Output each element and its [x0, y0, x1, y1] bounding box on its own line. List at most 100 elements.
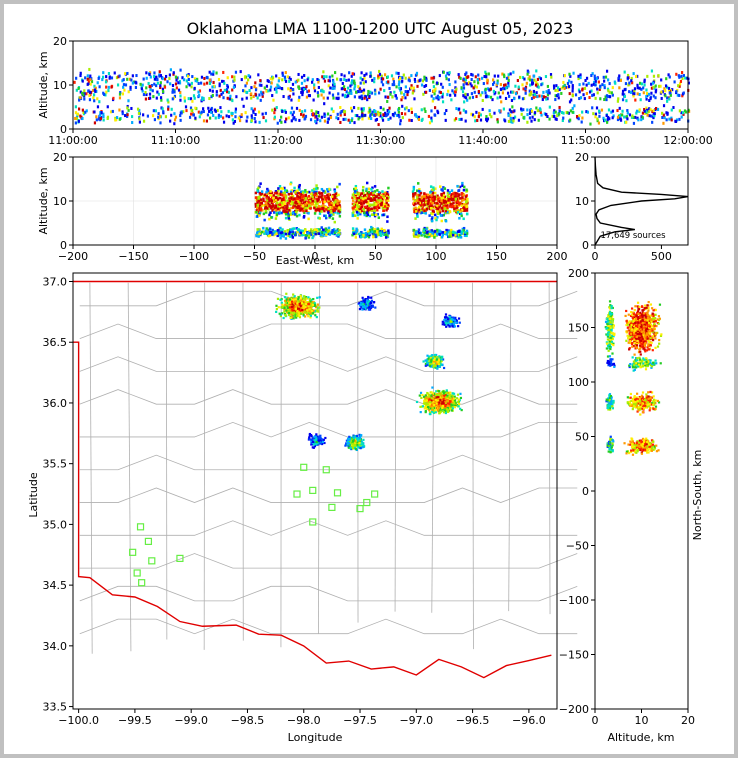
time-altitude-source: [250, 118, 253, 122]
time-altitude-source: [529, 83, 532, 87]
east-west-source: [357, 197, 360, 201]
time-altitude-source: [187, 97, 190, 101]
time-altitude-source: [241, 97, 244, 101]
east-west-source: [255, 234, 258, 238]
time-altitude-source: [226, 83, 229, 87]
east-west-source: [308, 190, 311, 194]
time-altitude-source: [129, 87, 132, 91]
time-altitude-source: [107, 89, 110, 93]
east-west-source: [330, 203, 333, 207]
east-west-source: [313, 206, 316, 210]
time-altitude-source: [307, 89, 311, 93]
time-altitude-source: [428, 121, 432, 125]
time-altitude-source: [375, 112, 379, 116]
east-west-source: [315, 192, 319, 195]
time-altitude-source: [502, 83, 506, 87]
time-altitude-source: [383, 89, 386, 93]
time-altitude-source: [478, 77, 481, 81]
time-altitude-source: [491, 82, 495, 86]
east-west-source: [442, 213, 446, 217]
time-altitude-source: [499, 83, 502, 87]
east-west-source: [450, 189, 454, 192]
east-west-source: [314, 232, 317, 236]
time-altitude-source: [265, 89, 268, 93]
east-west-source: [322, 204, 325, 208]
time-altitude-source: [235, 95, 238, 99]
time-altitude-source: [577, 77, 580, 81]
time-altitude-source: [582, 82, 585, 86]
time-altitude-source: [485, 115, 488, 119]
plan-view-source: [318, 296, 321, 299]
time-altitude-source: [414, 80, 417, 84]
time-altitude-source: [282, 95, 285, 99]
figure-title: Oklahoma LMA 1100-1200 UTC August 05, 20…: [187, 19, 574, 38]
east-west-source: [431, 233, 435, 237]
time-altitude-source: [544, 75, 548, 79]
time-altitude-source: [341, 93, 344, 97]
east-west-source: [440, 202, 443, 205]
time-altitude-source: [82, 110, 85, 114]
plan-view-source: [437, 365, 440, 368]
east-west-source: [354, 231, 357, 235]
time-altitude-source: [571, 106, 574, 110]
east-west-source: [444, 209, 447, 213]
east-west-source: [464, 195, 468, 198]
east-west-source: [429, 230, 432, 234]
east-west-source: [355, 229, 359, 233]
time-altitude-source: [336, 97, 340, 101]
time-altitude-source: [490, 115, 493, 119]
time-altitude-source: [492, 89, 495, 93]
time-altitude-source: [450, 98, 453, 102]
time-altitude-source: [250, 107, 253, 111]
time-altitude-source: [401, 76, 404, 80]
time-altitude-source: [593, 74, 596, 78]
time-altitude-source: [380, 74, 383, 78]
time-altitude-source: [150, 84, 153, 88]
time-altitude-source: [81, 108, 84, 112]
time-altitude-source: [199, 81, 203, 85]
time-altitude-source: [632, 94, 635, 98]
time-altitude-source: [470, 77, 473, 81]
time-altitude-source: [361, 114, 364, 118]
time-altitude-source: [606, 87, 610, 91]
plan-view-source: [293, 295, 296, 298]
time-altitude-source: [365, 72, 368, 76]
east-west-source: [334, 207, 337, 211]
time-altitude-source: [669, 93, 672, 97]
east-west-source: [323, 209, 326, 213]
time-altitude-source: [89, 78, 92, 82]
time-altitude-source: [578, 114, 581, 118]
time-altitude-source: [322, 70, 325, 74]
east-west-source: [365, 200, 368, 204]
time-altitude-source: [489, 87, 492, 91]
time-altitude-source: [252, 94, 255, 98]
time-altitude-source: [680, 71, 684, 75]
east-west-source: [416, 199, 419, 202]
east-west-source: [360, 192, 363, 195]
east-west-source: [370, 225, 373, 229]
plan-view-source: [373, 301, 376, 304]
plan-view-source: [442, 366, 446, 370]
east-west-source: [292, 204, 295, 207]
time-altitude-source: [619, 117, 622, 121]
east-west-source: [418, 231, 421, 235]
plan-view-source: [433, 358, 436, 362]
time-altitude-source: [79, 71, 82, 75]
time-altitude-source: [172, 71, 175, 75]
east-west-source: [263, 207, 267, 210]
time-altitude-source: [560, 91, 563, 95]
time-altitude-source: [464, 110, 467, 114]
time-altitude-source: [323, 79, 327, 83]
east-west-source: [300, 195, 304, 199]
east-west-source: [367, 194, 371, 198]
east-west-source: [423, 231, 426, 234]
east-west-source: [336, 202, 339, 205]
time-altitude-source: [304, 87, 307, 91]
east-west-source: [411, 190, 415, 193]
time-altitude-source: [232, 121, 235, 125]
plan-view-source: [287, 312, 291, 315]
time-altitude-source: [407, 109, 410, 113]
east-west-source: [323, 231, 326, 235]
plan-view-source: [285, 292, 288, 295]
east-west-source: [336, 199, 339, 202]
